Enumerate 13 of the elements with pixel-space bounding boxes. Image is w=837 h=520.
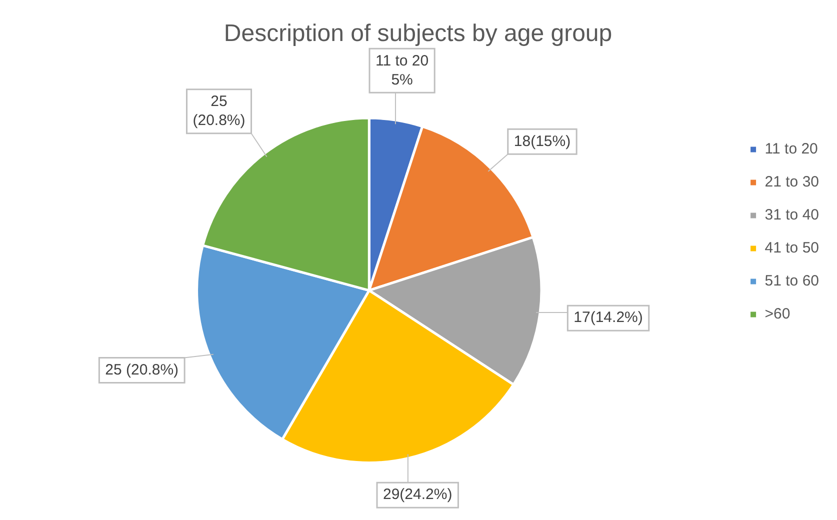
legend-label: 11 to 20 [764, 140, 818, 158]
data-label: 25 (20.8%) [105, 361, 179, 378]
data-label: 25 (20.8%) [192, 93, 246, 130]
data-label: 17(14.2%) [574, 309, 643, 326]
legend-label: 31 to 40 [764, 206, 820, 224]
data-label: 11 to 20 5% [375, 52, 429, 88]
legend-label: 51 to 60 [764, 272, 820, 290]
legend-label: 41 to 50 [764, 240, 820, 257]
legend-label: 21 to 30 [764, 174, 820, 191]
data-label: 29(24.2%) [382, 486, 452, 504]
data-label: 18(15%) [514, 132, 571, 150]
chart-title: Description of subjects by age group [224, 20, 612, 48]
legend-label: >60 [764, 306, 790, 323]
